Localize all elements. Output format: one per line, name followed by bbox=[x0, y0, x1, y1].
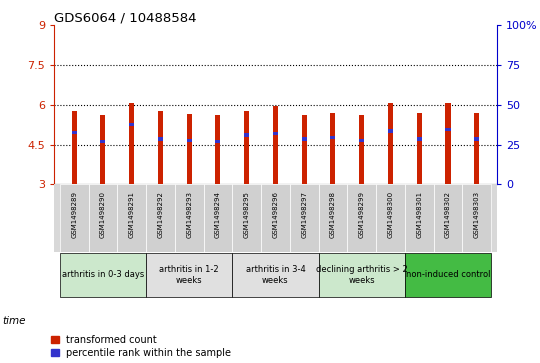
Bar bbox=[405, 184, 434, 252]
Bar bbox=[71, 111, 77, 184]
Bar bbox=[129, 123, 134, 126]
Text: GSM1498302: GSM1498302 bbox=[445, 191, 451, 238]
Bar bbox=[359, 139, 364, 142]
Bar bbox=[301, 115, 307, 184]
Bar bbox=[232, 253, 319, 297]
Bar bbox=[319, 184, 347, 252]
Legend: transformed count, percentile rank within the sample: transformed count, percentile rank withi… bbox=[51, 335, 231, 358]
Text: time: time bbox=[3, 316, 26, 326]
Bar bbox=[273, 132, 278, 135]
Bar bbox=[158, 111, 163, 184]
Bar bbox=[416, 137, 422, 140]
Bar bbox=[462, 184, 491, 252]
Bar bbox=[359, 115, 364, 184]
Text: GSM1498300: GSM1498300 bbox=[387, 191, 394, 238]
Text: declining arthritis > 2
weeks: declining arthritis > 2 weeks bbox=[316, 265, 408, 285]
Bar bbox=[244, 133, 249, 136]
Bar bbox=[158, 137, 163, 140]
Text: GSM1498289: GSM1498289 bbox=[71, 191, 77, 238]
Text: GDS6064 / 10488584: GDS6064 / 10488584 bbox=[54, 11, 197, 24]
Bar bbox=[215, 140, 220, 143]
Bar bbox=[204, 184, 232, 252]
Bar bbox=[347, 184, 376, 252]
Bar bbox=[100, 115, 105, 184]
Bar bbox=[405, 253, 491, 297]
Text: GSM1498291: GSM1498291 bbox=[129, 191, 134, 238]
Text: GSM1498301: GSM1498301 bbox=[416, 191, 422, 238]
Bar bbox=[434, 184, 462, 252]
Text: GSM1498293: GSM1498293 bbox=[186, 191, 192, 238]
Text: arthritis in 3-4
weeks: arthritis in 3-4 weeks bbox=[246, 265, 305, 285]
Bar bbox=[186, 139, 192, 142]
Bar bbox=[244, 111, 249, 184]
Text: GSM1498298: GSM1498298 bbox=[330, 191, 336, 238]
Text: GSM1498295: GSM1498295 bbox=[244, 191, 249, 238]
Bar bbox=[330, 113, 335, 184]
Bar bbox=[129, 103, 134, 184]
Bar bbox=[175, 184, 204, 252]
Bar bbox=[273, 106, 278, 184]
Bar bbox=[146, 184, 175, 252]
Bar bbox=[71, 131, 77, 134]
Bar bbox=[117, 184, 146, 252]
Bar bbox=[388, 103, 393, 184]
Bar bbox=[301, 137, 307, 140]
Bar bbox=[100, 140, 105, 143]
Bar bbox=[261, 184, 290, 252]
Text: GSM1498290: GSM1498290 bbox=[100, 191, 106, 238]
Bar bbox=[146, 253, 232, 297]
Text: GSM1498297: GSM1498297 bbox=[301, 191, 307, 238]
Bar bbox=[60, 253, 146, 297]
Bar bbox=[416, 113, 422, 184]
Bar bbox=[319, 253, 405, 297]
Text: GSM1498303: GSM1498303 bbox=[474, 191, 480, 238]
Bar bbox=[89, 184, 117, 252]
Text: GSM1498296: GSM1498296 bbox=[272, 191, 279, 238]
Bar bbox=[376, 184, 405, 252]
Bar bbox=[474, 113, 480, 184]
Text: GSM1498292: GSM1498292 bbox=[157, 191, 164, 238]
Bar bbox=[60, 184, 89, 252]
Text: arthritis in 1-2
weeks: arthritis in 1-2 weeks bbox=[159, 265, 219, 285]
Bar bbox=[446, 103, 450, 184]
Bar bbox=[186, 114, 192, 184]
Text: GSM1498299: GSM1498299 bbox=[359, 191, 364, 238]
Bar bbox=[290, 184, 319, 252]
Text: GSM1498294: GSM1498294 bbox=[215, 191, 221, 238]
Bar bbox=[330, 136, 335, 139]
Bar bbox=[446, 128, 450, 131]
Bar bbox=[232, 184, 261, 252]
Bar bbox=[215, 115, 220, 184]
Bar bbox=[388, 130, 393, 132]
Bar bbox=[474, 137, 480, 140]
Text: arthritis in 0-3 days: arthritis in 0-3 days bbox=[62, 270, 144, 280]
Text: non-induced control: non-induced control bbox=[406, 270, 490, 280]
